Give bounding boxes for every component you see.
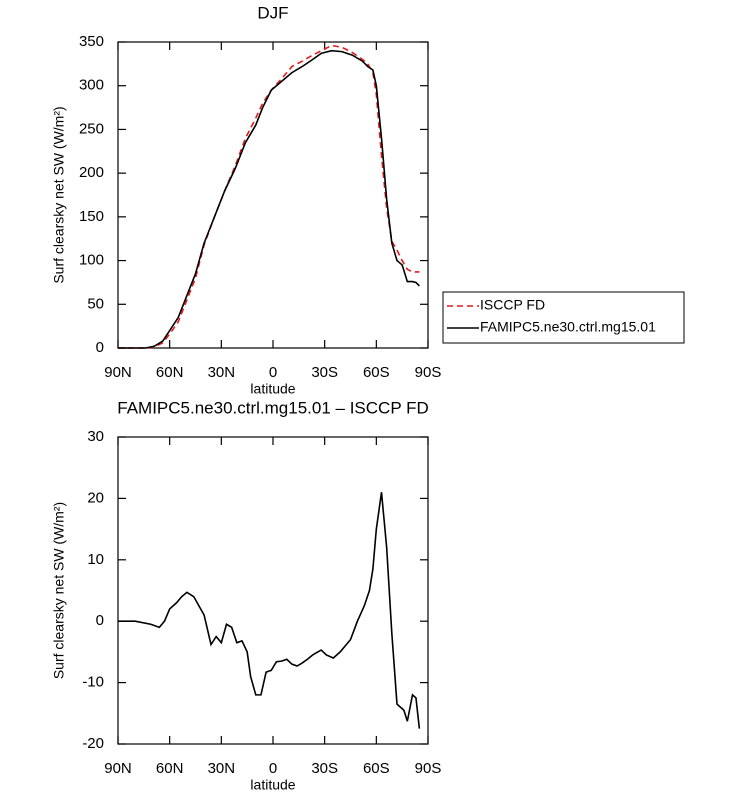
x-tick-label: 60S	[363, 760, 390, 777]
data-line	[118, 492, 421, 729]
y-tick-label: 10	[87, 551, 104, 568]
x-tick-label: 90S	[415, 760, 442, 777]
chart-title: DJF	[257, 3, 288, 22]
legend-box	[442, 291, 685, 344]
x-tick-label: 0	[269, 364, 277, 381]
x-tick-label: 90N	[104, 364, 132, 381]
legend-label: ISCCP FD	[480, 297, 545, 313]
x-axis-label: latitude	[250, 777, 295, 793]
x-tick-label: 30S	[311, 760, 338, 777]
y-tick-label: 50	[87, 295, 104, 312]
y-tick-label: 100	[79, 252, 104, 269]
y-tick-label: 250	[79, 120, 104, 137]
x-tick-label: 0	[269, 760, 277, 777]
chart-title: FAMIPC5.ne30.ctrl.mg15.01 – ISCCP FD	[117, 398, 428, 417]
y-tick-label: 0	[96, 612, 104, 629]
y-tick-label: 300	[79, 77, 104, 94]
y-axis-label: Surf clearsky net SW (W/m²)	[51, 502, 67, 679]
y-tick-label: 200	[79, 164, 104, 181]
data-line	[118, 44, 420, 349]
y-tick-label: 30	[87, 428, 104, 445]
plot-frame	[117, 436, 429, 745]
y-tick-label: 0	[96, 339, 104, 356]
x-tick-label: 30S	[311, 364, 338, 381]
x-tick-label: 30N	[208, 760, 236, 777]
x-tick-label: 90N	[104, 760, 132, 777]
x-axis-label: latitude	[250, 381, 295, 397]
y-tick-label: 20	[87, 489, 104, 506]
y-tick-label: 350	[79, 33, 104, 50]
y-tick-label: -20	[82, 735, 104, 752]
x-tick-label: 90S	[415, 364, 442, 381]
y-tick-label: 150	[79, 208, 104, 225]
y-tick-label: -10	[82, 674, 104, 691]
data-line	[118, 49, 420, 349]
y-axis-label: Surf clearsky net SW (W/m²)	[51, 106, 67, 283]
legend-label: FAMIPC5.ne30.ctrl.mg15.01	[480, 319, 656, 335]
x-tick-label: 60N	[156, 364, 184, 381]
x-tick-label: 60S	[363, 364, 390, 381]
x-tick-label: 60N	[156, 760, 184, 777]
x-tick-label: 30N	[208, 364, 236, 381]
